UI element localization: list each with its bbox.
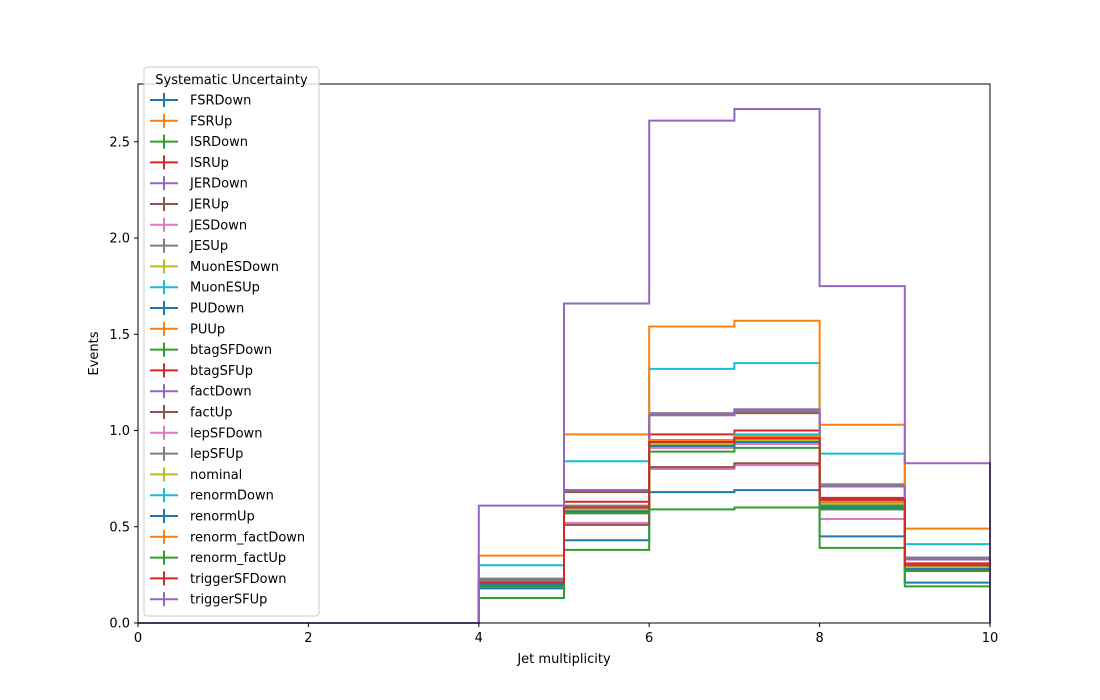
plot-frame [137,83,991,624]
legend-item-PUUp: PUUp [150,321,225,337]
legend-label: factDown [190,385,252,400]
legend-item-btagSFDown: btagSFDown [150,342,272,358]
legend-label: triggerSFDown [190,572,286,587]
legend-item-triggerSFDown: triggerSFDown [150,571,286,587]
legend-item-lepSFUp: lepSFUp [150,446,243,462]
legend-item-MuonESUp: MuonESUp [150,280,260,296]
y-tick-label: 1.5 [109,328,130,343]
x-axis-title: Jet multiplicity [516,652,611,667]
legend-label: btagSFUp [190,364,253,379]
x-tick-label: 8 [815,631,823,646]
y-tick-label: 0.5 [109,520,130,535]
legend-label: ISRUp [190,156,229,171]
legend-item-FSRDown: FSRDown [150,93,251,109]
legend-item-renorm_factUp: renorm_factUp [150,550,286,566]
legend-box [143,66,320,617]
legend-label: FSRDown [190,94,251,109]
legend-label: JERUp [189,198,229,213]
legend-item-nominal: nominal [150,467,242,483]
legend-label: lepSFDown [190,426,262,441]
legend-label: FSRUp [190,114,232,129]
legend-items: FSRDown FSRUp ISRDown ISRUp JERDown JERUp JESD… [150,93,305,608]
y-tick-label: 1.0 [109,424,130,439]
legend: Systematic Uncertainty FSRDown FSRUp ISRDo… [143,66,320,617]
legend-item-ISRDown: ISRDown [150,134,248,150]
legend-label: MuonESUp [190,281,260,296]
legend-label: btagSFDown [190,343,272,358]
y-tick-label: 2.5 [109,135,130,150]
legend-item-ISRUp: ISRUp [150,155,229,171]
legend-item-JESDown: JESDown [150,217,247,233]
legend-title: Systematic Uncertainty [155,73,308,88]
legend-item-JESUp: JESUp [150,238,228,254]
y-tick-label: 0.0 [109,617,130,632]
legend-label: JESDown [189,218,247,233]
legend-label: renormDown [190,489,274,504]
legend-label: PUDown [190,302,244,317]
legend-item-MuonESDown: MuonESDown [150,259,279,275]
legend-label: nominal [190,468,242,483]
y-axis: 0.0 0.5 1.0 1.5 2.0 2.5 [109,135,138,632]
y-axis-title: Events [87,331,102,375]
legend-label: JERDown [189,177,248,192]
legend-label: ISRDown [190,135,248,150]
x-tick-label: 4 [475,631,483,646]
y-tick-label: 2.0 [109,232,130,247]
legend-item-factUp: factUp [150,405,233,421]
legend-item-triggerSFUp: triggerSFUp [150,592,267,608]
legend-item-renormDown: renormDown [150,488,274,504]
legend-item-PUDown: PUDown [150,301,244,317]
legend-label: factUp [190,406,233,421]
legend-item-lepSFDown: lepSFDown [150,425,262,441]
x-tick-label: 0 [134,631,142,646]
legend-item-factDown: factDown [150,384,252,400]
legend-label: JESUp [189,239,228,254]
legend-item-FSRUp: FSRUp [150,113,232,129]
legend-item-btagSFUp: btagSFUp [150,363,253,379]
legend-item-renormUp: renormUp [150,509,255,525]
legend-label: renormUp [190,510,255,525]
legend-label: PUUp [190,322,225,337]
legend-item-JERDown: JERDown [150,176,248,192]
x-tick-label: 2 [304,631,312,646]
x-axis: 0 2 4 6 8 10 [134,623,998,646]
x-tick-label: 10 [982,631,999,646]
legend-label: MuonESDown [190,260,279,275]
legend-label: lepSFUp [190,447,243,462]
legend-item-renorm_factDown: renorm_factDown [150,529,305,545]
legend-label: renorm_factUp [190,551,286,566]
x-tick-label: 6 [645,631,653,646]
legend-item-JERUp: JERUp [150,197,229,213]
legend-label: renorm_factDown [190,530,305,545]
legend-label: triggerSFUp [190,593,267,608]
